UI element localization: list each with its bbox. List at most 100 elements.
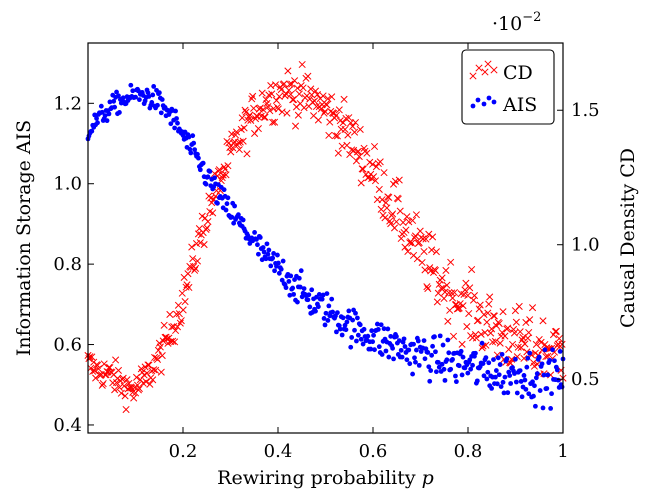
cd-point <box>119 374 127 382</box>
ais-point <box>540 405 546 411</box>
cd-point <box>240 124 248 132</box>
ais-point <box>151 84 157 89</box>
cd-point <box>259 106 267 114</box>
cd-point <box>421 266 429 274</box>
ais-point <box>402 344 408 349</box>
ais-point <box>326 303 332 309</box>
ais-point <box>459 372 465 378</box>
cd-point <box>319 92 327 100</box>
cd-point <box>132 373 141 381</box>
cd-point <box>324 95 332 103</box>
cd-point <box>528 304 537 312</box>
y-left-tick-label: 0.6 <box>53 335 82 356</box>
ais-point <box>496 372 502 378</box>
cd-point <box>185 283 193 292</box>
ais-series <box>85 82 566 411</box>
ais-point <box>287 292 293 298</box>
x-tick-label: 0.6 <box>359 441 388 462</box>
cd-point <box>332 111 341 119</box>
cd-point <box>469 296 478 304</box>
cd-point <box>518 336 526 344</box>
ais-point <box>505 390 511 396</box>
ais-point <box>412 355 417 361</box>
cd-point <box>385 193 393 202</box>
cd-point <box>287 90 295 98</box>
ais-point <box>390 345 396 351</box>
cd-point <box>445 289 453 297</box>
cd-point <box>219 171 227 179</box>
ais-point <box>489 385 495 391</box>
ais-point <box>442 377 448 383</box>
ais-point <box>391 356 396 362</box>
ais-point <box>350 317 356 323</box>
ais-point <box>467 357 473 363</box>
cd-point <box>160 321 168 329</box>
cd-point <box>284 67 292 75</box>
cd-point <box>117 389 125 397</box>
legend-ais-dot <box>481 101 487 107</box>
cd-point <box>320 109 328 117</box>
cd-point <box>264 103 272 111</box>
ais-point <box>158 110 164 116</box>
cd-point <box>323 101 331 109</box>
ais-point <box>114 89 119 95</box>
cd-point <box>501 332 509 340</box>
cd-point <box>313 91 321 99</box>
ais-point <box>187 146 193 152</box>
cd-point <box>157 368 165 376</box>
cd-point <box>261 113 269 121</box>
cd-point <box>192 264 200 272</box>
cd-point <box>150 366 158 374</box>
x-tick-label: 0.2 <box>169 441 198 462</box>
cd-point <box>455 304 463 312</box>
cd-point <box>258 89 266 97</box>
ais-point <box>286 279 292 284</box>
cd-point <box>129 388 137 396</box>
cd-point <box>159 337 167 345</box>
ais-point <box>346 308 352 314</box>
ais-point <box>231 220 237 226</box>
cd-point <box>416 227 424 235</box>
ais-point <box>426 364 432 370</box>
cd-point <box>136 376 144 384</box>
cd-point <box>106 364 114 372</box>
ais-point <box>225 195 231 201</box>
ais-point <box>361 326 367 332</box>
cd-point <box>334 149 342 157</box>
cd-point <box>143 369 151 377</box>
cd-point <box>120 382 128 390</box>
cd-point <box>403 213 411 221</box>
y-axis-left-label: Information Storage AIS <box>13 120 35 356</box>
ais-point <box>388 333 394 339</box>
cd-point <box>311 87 320 95</box>
cd-point <box>424 285 432 293</box>
ais-point <box>507 373 513 378</box>
ais-point <box>557 349 563 354</box>
ais-point <box>435 359 441 365</box>
cd-point <box>413 255 421 263</box>
ais-point <box>207 169 213 174</box>
ais-point <box>406 347 412 353</box>
axis-ticks: 0.2 0.4 0.6 0.8 1 0.4 0.6 0.8 1.0 1.2 0.5 1.0 1.5 <box>53 43 600 462</box>
cd-point <box>522 318 530 327</box>
cd-point <box>431 266 439 275</box>
cd-point <box>238 114 246 122</box>
x-axis-label-var: p <box>422 467 434 489</box>
ais-point <box>255 242 260 248</box>
ais-point <box>453 379 459 385</box>
ais-point <box>196 155 201 161</box>
ais-point <box>349 335 355 340</box>
ais-point <box>172 125 178 131</box>
cd-point <box>355 152 363 161</box>
ais-point <box>444 357 450 363</box>
cd-point <box>163 335 171 343</box>
cd-point <box>446 306 454 314</box>
ais-point <box>322 322 328 328</box>
cd-point <box>489 338 497 346</box>
cd-point <box>196 239 204 247</box>
cd-point <box>420 247 428 256</box>
cd-point <box>300 104 308 112</box>
cd-point <box>463 322 471 331</box>
cd-point <box>432 248 440 256</box>
cd-point <box>209 209 217 217</box>
